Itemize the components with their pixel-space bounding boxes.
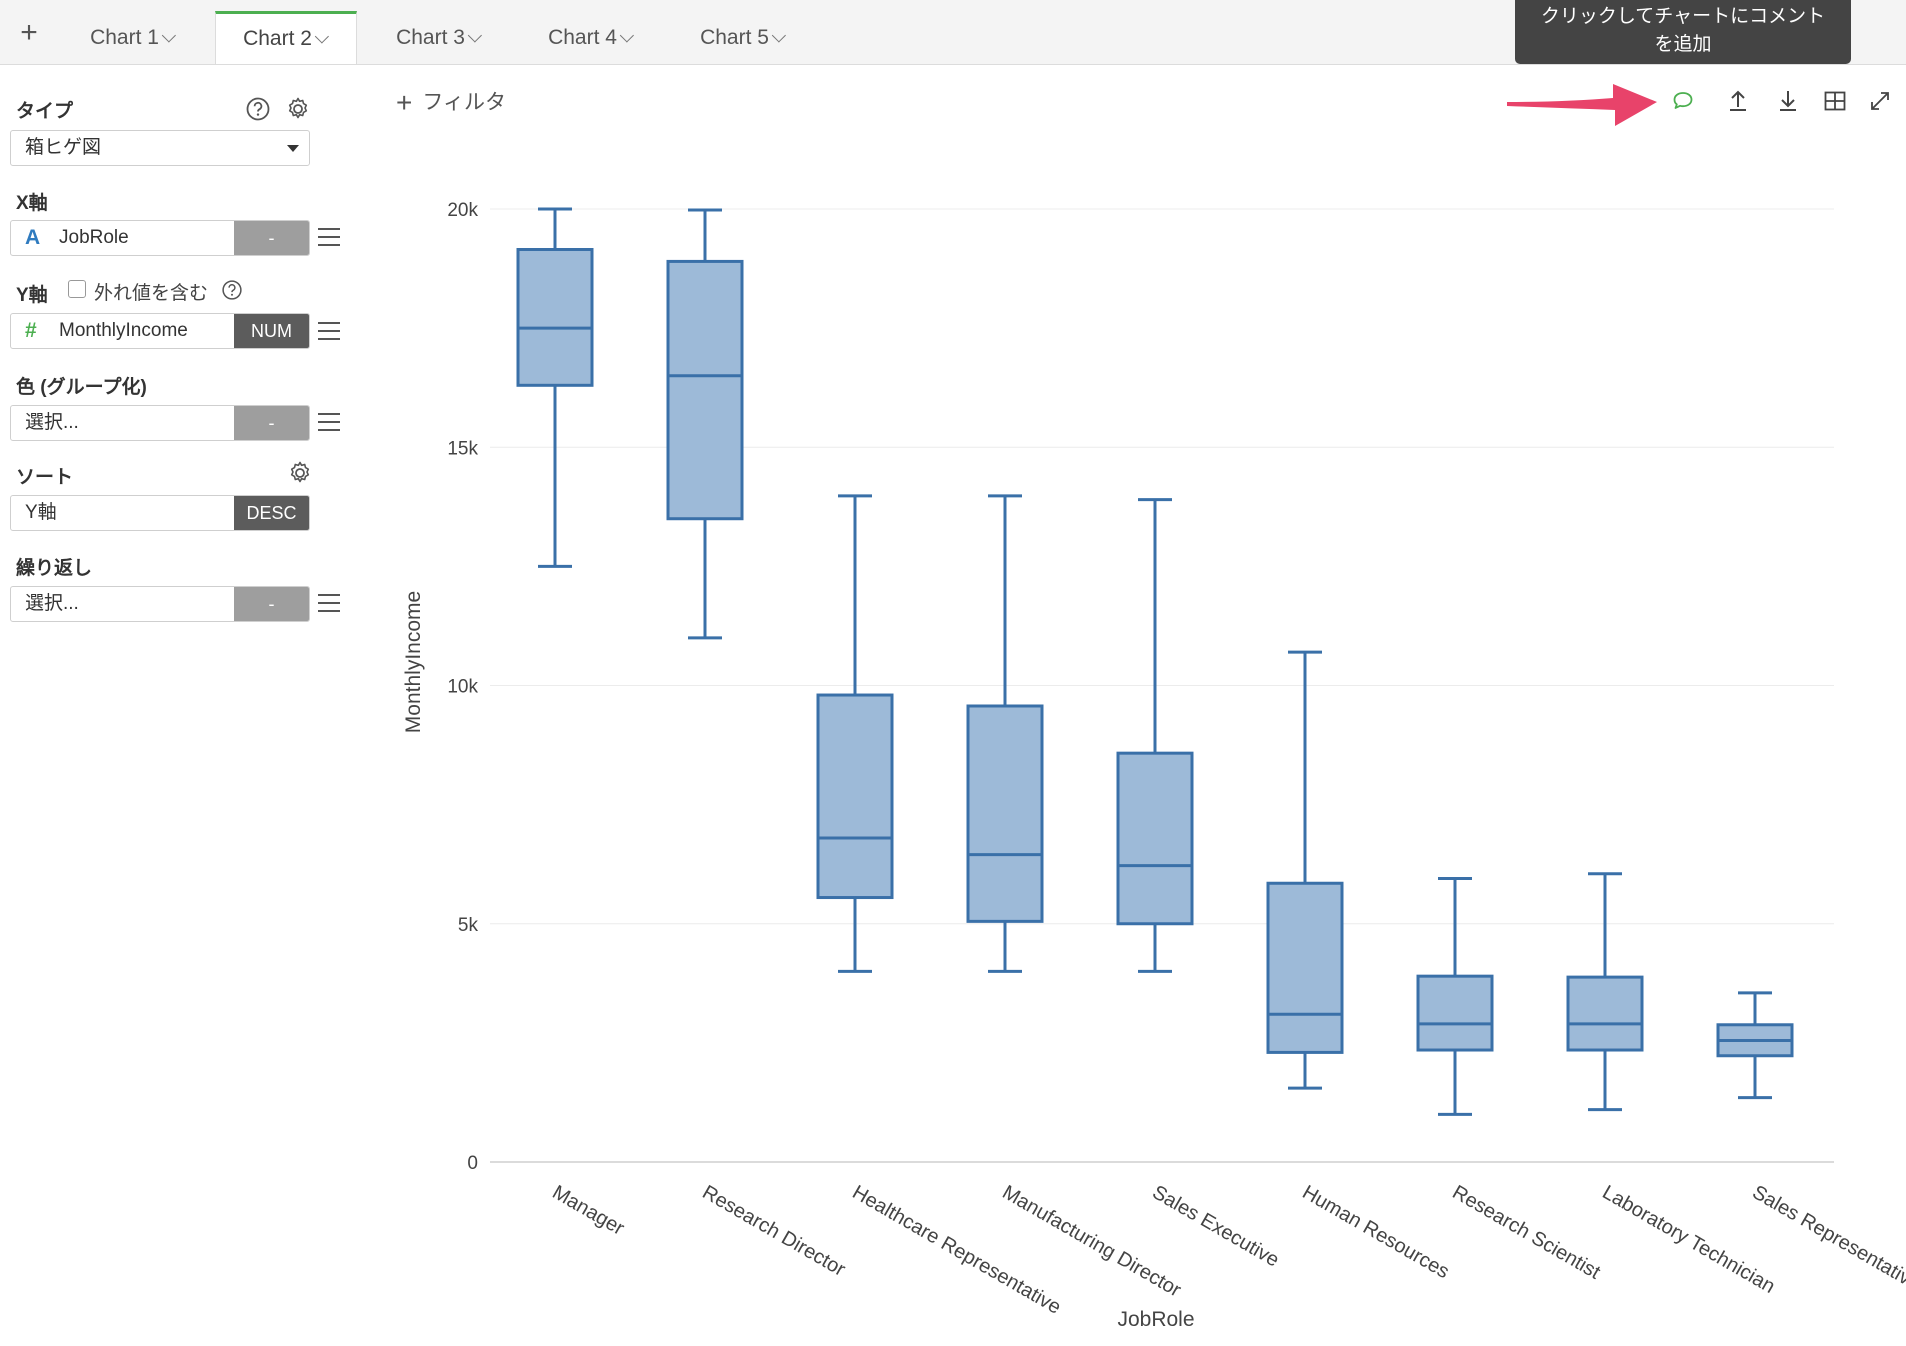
iqr-box bbox=[1116, 751, 1194, 926]
comment-tooltip: クリックしてチャートにコメント を追加 bbox=[1515, 0, 1851, 64]
plus-icon: + bbox=[396, 87, 413, 118]
color-group-label: 色 (グループ化) bbox=[16, 377, 147, 398]
color-menu-icon[interactable] bbox=[318, 413, 340, 431]
sort-field[interactable]: Y軸 DESC bbox=[10, 495, 310, 531]
y-tick-label: 0 bbox=[467, 1153, 478, 1174]
x-tick-label: Human Resources bbox=[1299, 1181, 1453, 1283]
box-series bbox=[516, 207, 1794, 1116]
outlier-label: 外れ値を含む bbox=[94, 283, 209, 304]
iqr-box bbox=[816, 693, 894, 900]
xaxis-menu-icon[interactable] bbox=[318, 228, 340, 246]
box-6[interactable] bbox=[1416, 876, 1494, 1116]
y-tick-label: 5k bbox=[458, 915, 479, 936]
tab-chart-2[interactable]: Chart 2 bbox=[215, 11, 357, 64]
help-icon[interactable] bbox=[245, 96, 271, 122]
outlier-checkbox[interactable] bbox=[68, 280, 86, 298]
sort-value: Y軸 bbox=[25, 502, 57, 523]
sort-label: ソート bbox=[16, 467, 74, 488]
x-axis-title: JobRole bbox=[1117, 1308, 1194, 1331]
chart-type-select[interactable]: 箱ヒゲ図 bbox=[10, 130, 310, 166]
iqr-box bbox=[516, 248, 594, 387]
gear-icon[interactable] bbox=[287, 460, 313, 486]
color-tag[interactable]: - bbox=[234, 406, 309, 440]
box-8[interactable] bbox=[1716, 991, 1794, 1100]
y-tick-label: 10k bbox=[447, 677, 478, 698]
add-chart-button[interactable]: + bbox=[20, 16, 38, 49]
tab-label: Chart 3 bbox=[396, 26, 465, 49]
tab-label: Chart 2 bbox=[243, 27, 312, 50]
y-tick-label: 15k bbox=[447, 438, 478, 459]
box-7[interactable] bbox=[1566, 872, 1644, 1112]
type-label: タイプ bbox=[16, 101, 74, 122]
tab-label: Chart 5 bbox=[700, 26, 769, 49]
repeat-label: 繰り返し bbox=[16, 558, 93, 579]
box-4[interactable] bbox=[1116, 498, 1194, 973]
tab-label: Chart 4 bbox=[548, 26, 617, 49]
iqr-box bbox=[966, 704, 1044, 923]
text-type-icon: A bbox=[25, 226, 41, 249]
upload-icon[interactable] bbox=[1725, 88, 1751, 114]
yaxis-value: MonthlyIncome bbox=[59, 320, 188, 341]
number-type-icon: # bbox=[25, 319, 37, 342]
xaxis-value: JobRole bbox=[59, 227, 129, 248]
filter-label: フィルタ bbox=[422, 91, 506, 114]
tab-chart-5[interactable]: Chart 5 bbox=[672, 12, 814, 64]
x-tick-label: Sales Executive bbox=[1149, 1181, 1283, 1271]
repeat-field[interactable]: 選択... - bbox=[10, 586, 310, 622]
repeat-value: 選択... bbox=[25, 593, 79, 614]
tab-label: Chart 1 bbox=[90, 26, 159, 49]
xaxis-aggregation-tag[interactable]: - bbox=[234, 221, 309, 255]
sort-order-tag[interactable]: DESC bbox=[234, 496, 309, 530]
y-tick-label: 20k bbox=[447, 200, 478, 221]
repeat-tag[interactable]: - bbox=[234, 587, 309, 621]
xaxis-label: X軸 bbox=[16, 193, 48, 214]
x-tick-label: Research Director bbox=[699, 1181, 850, 1281]
yaxis-label: Y軸 bbox=[16, 285, 48, 306]
iqr-box bbox=[1266, 881, 1344, 1054]
x-tick-label: Manager bbox=[549, 1181, 629, 1240]
yaxis-aggregation-tag[interactable]: NUM bbox=[234, 314, 309, 348]
table-icon[interactable] bbox=[1822, 88, 1848, 114]
color-value: 選択... bbox=[25, 412, 79, 433]
chart-type-value: 箱ヒゲ図 bbox=[25, 137, 102, 158]
xaxis-field[interactable]: A JobRole - bbox=[10, 220, 310, 256]
tooltip-line-1: クリックしてチャートにコメント bbox=[1540, 6, 1826, 27]
help-icon[interactable] bbox=[221, 279, 243, 301]
repeat-menu-icon[interactable] bbox=[318, 594, 340, 612]
arrow-annotation bbox=[1507, 84, 1657, 126]
yaxis-field[interactable]: # MonthlyIncome NUM bbox=[10, 313, 310, 349]
iqr-box bbox=[1416, 974, 1494, 1052]
iqr-box bbox=[666, 259, 744, 521]
tab-chart-4[interactable]: Chart 4 bbox=[520, 12, 662, 64]
x-tick-label: Research Scientist bbox=[1449, 1181, 1605, 1284]
tab-chart-3[interactable]: Chart 3 bbox=[368, 12, 510, 64]
box-0[interactable] bbox=[516, 207, 594, 568]
box-3[interactable] bbox=[966, 494, 1044, 973]
tab-chart-1[interactable]: Chart 1 bbox=[62, 12, 204, 64]
color-field[interactable]: 選択... - bbox=[10, 405, 310, 441]
gear-icon[interactable] bbox=[285, 96, 311, 122]
download-icon[interactable] bbox=[1775, 88, 1801, 114]
tooltip-line-2: を追加 bbox=[1654, 34, 1712, 55]
iqr-box bbox=[1566, 975, 1644, 1052]
add-filter-button[interactable]: + フィルタ bbox=[396, 86, 506, 119]
caret-down-icon bbox=[287, 145, 299, 152]
box-5[interactable] bbox=[1266, 650, 1344, 1090]
expand-icon[interactable] bbox=[1867, 88, 1893, 114]
y-axis-title: MonthlyIncome bbox=[402, 591, 425, 733]
box-1[interactable] bbox=[666, 208, 744, 640]
box-2[interactable] bbox=[816, 494, 894, 973]
yaxis-menu-icon[interactable] bbox=[318, 322, 340, 340]
comment-icon[interactable] bbox=[1670, 88, 1696, 114]
